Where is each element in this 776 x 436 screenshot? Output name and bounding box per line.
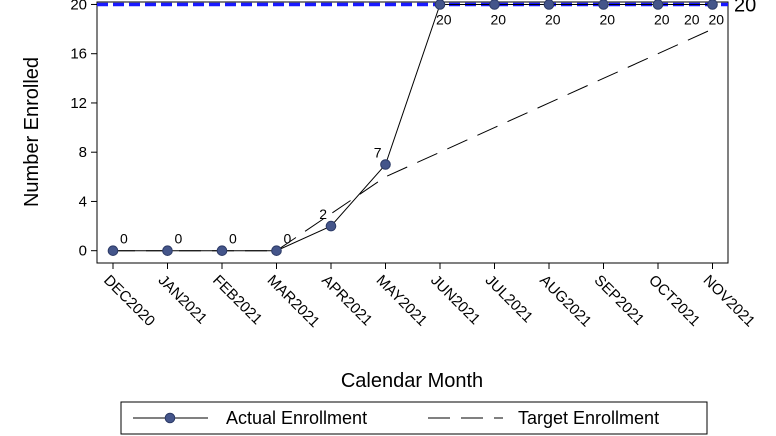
x-axis: DEC2020JAN2021FEB2021MAR2021APR2021MAY20… — [100, 263, 758, 331]
x-axis-title: Calendar Month — [341, 370, 483, 392]
actual-data-label: 20 — [545, 11, 561, 27]
actual-data-label: 20 — [436, 11, 452, 27]
x-tick-label: JUL2021 — [482, 272, 536, 326]
actual-data-label: 2 — [319, 206, 327, 222]
legend-target-label: Target Enrollment — [518, 408, 659, 428]
x-tick-label: MAR2021 — [264, 272, 323, 331]
actual-point — [162, 245, 173, 256]
series-line-actual-enrollment — [113, 3, 713, 252]
x-tick-label: JUN2021 — [427, 272, 483, 328]
actual-data-label: 7 — [374, 145, 382, 161]
x-tick-label: SEP2021 — [591, 272, 648, 329]
actual-point — [325, 220, 337, 232]
x-tick-label: OCT2021 — [645, 272, 703, 330]
actual-point — [543, 0, 555, 10]
actual-data-label: 0 — [120, 231, 128, 247]
y-tick-label: 12 — [70, 95, 87, 112]
actual-point — [652, 0, 664, 10]
reference-line-label: 20 — [734, 0, 756, 16]
actual-point — [107, 245, 119, 256]
y-tick-label: 4 — [79, 193, 87, 210]
legend: Actual Enrollment Target Enrollment — [120, 401, 708, 435]
data-labels: 0 0 0 0 2 7 20 20 20 20 20 20 20 — [120, 11, 724, 246]
x-tick-label: DEC2020 — [100, 272, 158, 330]
reference-line: 20 — [97, 0, 756, 16]
x-tick-label: AUG2021 — [536, 272, 595, 331]
series-line-target-enrollment — [113, 28, 713, 252]
actual-point — [271, 245, 282, 256]
actual-point — [489, 0, 500, 10]
actual-point — [380, 159, 391, 170]
actual-data-label: 0 — [229, 231, 237, 247]
actual-point — [707, 0, 718, 10]
x-tick-label: APR2021 — [318, 272, 375, 329]
y-axis-title: Number Enrolled — [21, 57, 43, 207]
actual-data-label: 20 — [709, 11, 725, 27]
y-tick-label: 8 — [79, 144, 87, 161]
actual-data-label: 0 — [175, 231, 183, 247]
actual-data-label: 20 — [600, 11, 616, 27]
y-tick-label: 20 — [70, 0, 87, 13]
plot-frame — [96, 1, 729, 264]
legend-actual-marker-swatch — [164, 412, 176, 424]
actual-point — [216, 245, 228, 256]
x-tick-label: MAY2021 — [373, 272, 431, 330]
target-data-label: 20 — [684, 11, 700, 27]
x-tick-label: NOV2021 — [700, 272, 759, 331]
y-tick-label: 16 — [70, 46, 87, 63]
actual-data-label: 20 — [491, 11, 507, 27]
legend-frame — [120, 401, 708, 435]
x-tick-label: FEB2021 — [209, 272, 265, 328]
actual-data-label: 20 — [654, 11, 670, 27]
y-tick-label: 0 — [79, 243, 87, 260]
series-group — [107, 0, 718, 256]
actual-data-label: 0 — [284, 231, 292, 247]
actual-point — [598, 0, 609, 10]
x-tick-label: JAN2021 — [155, 272, 211, 328]
legend-actual-label: Actual Enrollment — [226, 408, 367, 428]
actual-point — [434, 0, 446, 10]
y-axis: 0 4 8 12 16 20 — [70, 0, 97, 260]
